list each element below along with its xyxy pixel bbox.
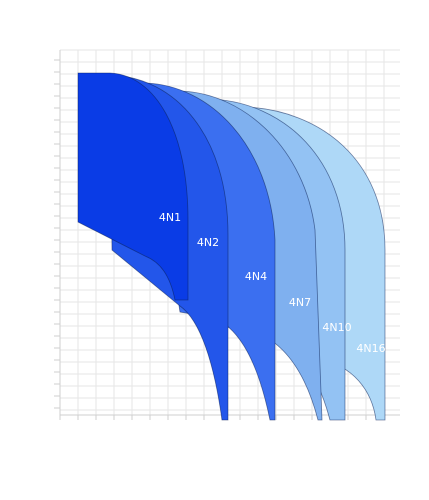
curve-label-4n16: 4N16 — [356, 342, 385, 355]
curve-label-4n1: 4N1 — [159, 211, 181, 224]
curve-label-4n2: 4N2 — [197, 236, 219, 249]
curve-label-4n10: 4N10 — [322, 321, 351, 334]
pump-curves — [77, 72, 386, 421]
curve-label-4n7: 4N7 — [289, 296, 311, 309]
curve-labels: 4N16 4N10 4N7 4N4 4N2 4N1 — [159, 211, 386, 355]
curve-4n1 — [77, 72, 189, 301]
curve-label-4n4: 4N4 — [245, 270, 267, 283]
